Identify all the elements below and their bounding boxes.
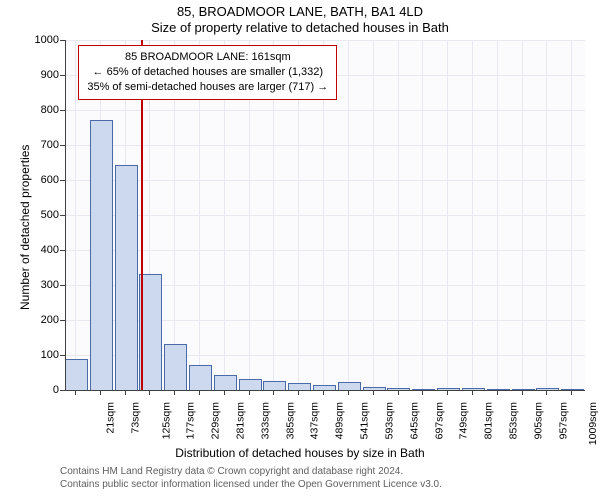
bar [189, 365, 212, 391]
bar [338, 382, 361, 390]
x-tick: 801sqm [482, 402, 494, 439]
bar [263, 381, 286, 390]
x-tick: 957sqm [557, 402, 569, 439]
bar [139, 274, 162, 391]
bar [288, 383, 311, 390]
bar [239, 379, 262, 391]
x-tick: 385sqm [284, 402, 296, 439]
x-tick: 125sqm [160, 402, 172, 439]
x-tick: 333sqm [259, 402, 271, 439]
y-axis-line [65, 40, 66, 390]
y-axis-label: Number of detached properties [18, 145, 32, 310]
x-tick: 853sqm [507, 402, 519, 439]
footer-line2: Contains public sector information licen… [60, 479, 442, 490]
x-tick: 1009sqm [588, 402, 600, 445]
bar [65, 359, 88, 390]
x-tick: 697sqm [433, 402, 445, 439]
x-tick: 905sqm [532, 402, 544, 439]
annotation-box: 85 BROADMOOR LANE: 161sqm ← 65% of detac… [78, 45, 337, 100]
x-tick: 489sqm [334, 402, 346, 439]
annotation-line1: 85 BROADMOOR LANE: 161sqm [87, 50, 328, 65]
x-tick: 749sqm [458, 402, 470, 439]
chart-container: 85, BROADMOOR LANE, BATH, BA1 4LD Size o… [0, 0, 600, 500]
x-tick: 645sqm [408, 402, 420, 439]
x-tick: 281sqm [234, 402, 246, 439]
footer-line1: Contains HM Land Registry data © Crown c… [60, 466, 403, 477]
bar [214, 375, 237, 390]
x-tick: 177sqm [185, 402, 197, 439]
x-tick: 73sqm [129, 402, 141, 434]
x-tick: 593sqm [383, 402, 395, 439]
x-tick: 437sqm [309, 402, 321, 439]
x-axis-line [65, 390, 585, 391]
annotation-line2: ← 65% of detached houses are smaller (1,… [87, 65, 328, 80]
plot-area: 85 BROADMOOR LANE: 161sqm ← 65% of detac… [65, 40, 585, 390]
annotation-line3: 35% of semi-detached houses are larger (… [87, 80, 328, 95]
bar [164, 344, 187, 391]
x-axis-label: Distribution of detached houses by size … [0, 446, 600, 460]
bar [90, 120, 113, 391]
x-tick: 541sqm [358, 402, 370, 439]
page-title-line2: Size of property relative to detached ho… [0, 20, 600, 35]
page-title-line1: 85, BROADMOOR LANE, BATH, BA1 4LD [0, 4, 600, 19]
bar [115, 165, 138, 390]
x-tick: 229sqm [210, 402, 222, 439]
x-tick: 21sqm [105, 402, 117, 434]
